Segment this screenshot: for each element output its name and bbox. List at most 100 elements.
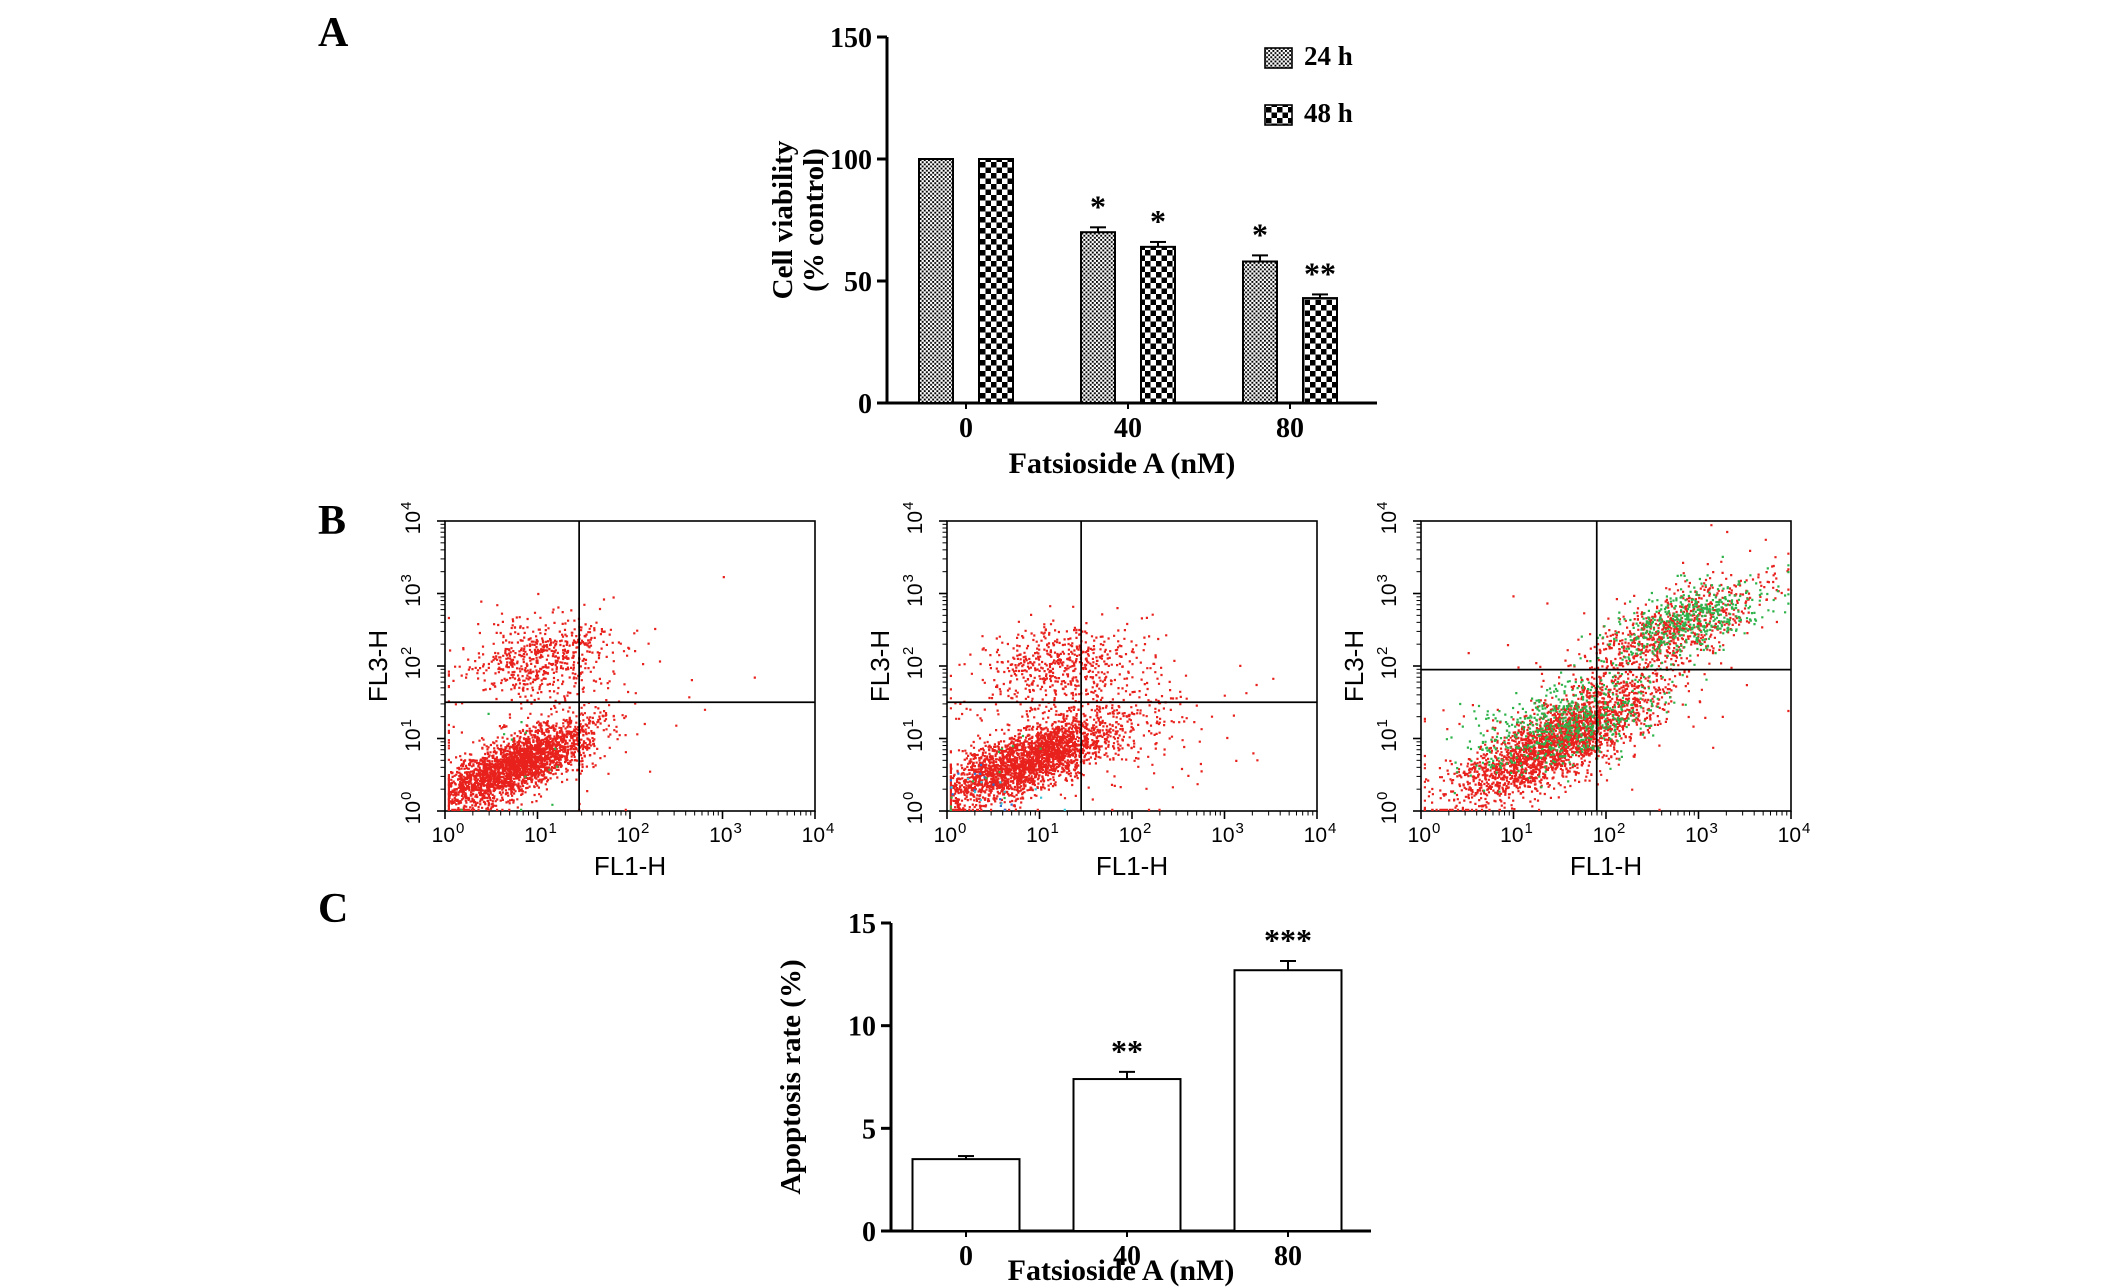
cluster-upper-cloud	[949, 605, 1188, 731]
quadrant-gate-lines	[1421, 521, 1791, 811]
y-tick-label: 0	[858, 389, 872, 420]
significance-asterisk: *	[1252, 216, 1268, 252]
log-tick-label: 102	[398, 647, 425, 680]
bars: *****	[911, 922, 1343, 1233]
panel-label-a: A	[318, 10, 349, 56]
log-tick-label: 104	[802, 820, 835, 847]
y-axis-title: FL3-H	[1339, 630, 1369, 702]
x-axis-title: FL1-H	[1096, 851, 1168, 881]
y-tick-label: 10	[848, 1012, 876, 1043]
significance-asterisk: *	[1090, 188, 1106, 224]
log-tick-label: 103	[1685, 820, 1718, 847]
log-tick-label: 101	[1374, 719, 1401, 752]
bar	[911, 1158, 1021, 1232]
x-axis-title: Fatsioside A (nM)	[1009, 447, 1236, 480]
bar	[1140, 245, 1176, 404]
y-tick-label: 5	[862, 1114, 876, 1145]
quadrant-gate-lines	[445, 521, 815, 811]
log-tick-label: 102	[900, 647, 927, 680]
bar	[1242, 260, 1278, 404]
scatter-points	[1423, 524, 1790, 811]
log-tick-label: 100	[934, 820, 967, 847]
significance-asterisk: **	[1111, 1033, 1143, 1069]
log-tick-label: 104	[1304, 820, 1337, 847]
y-axis-title: Cell viability(% control)	[767, 140, 830, 299]
legend-swatch	[1264, 104, 1293, 126]
quadrant-gate-lines	[947, 521, 1317, 811]
log-tick-label: 102	[1374, 647, 1401, 680]
bar	[978, 158, 1014, 404]
y-tick-label: 100	[830, 145, 872, 176]
axes: 0 50 100 150 Cell viability(% control) 0 40 80 F…	[767, 23, 1377, 480]
cluster-upper-right-green	[1579, 555, 1790, 675]
log-tick-label: 100	[432, 820, 465, 847]
log-tick-label: 100	[1374, 792, 1401, 825]
log-tick-label: 103	[1211, 820, 1244, 847]
x-axis-title: FL1-H	[594, 851, 666, 881]
y-axis-title: FL3-H	[865, 630, 895, 702]
y-tick-label: 0	[862, 1217, 876, 1248]
flow-cytometry-plot-40nM: 100 100 101 101 102 102 103 103 104 104 FL1-H FL3-H	[865, 502, 1336, 881]
significance-asterisk: ***	[1264, 922, 1312, 958]
x-tick-label: 80	[1274, 1241, 1302, 1272]
log-tick-label: 101	[524, 820, 557, 847]
legend-swatch	[1264, 47, 1293, 69]
x-tick-label: 40	[1113, 1241, 1141, 1272]
significance-asterisk: **	[1304, 255, 1336, 291]
x-tick-label: 0	[959, 1241, 973, 1272]
x-tick-label: 80	[1276, 413, 1304, 444]
legend-label: 24 h	[1304, 41, 1353, 71]
log-tick-label: 101	[1500, 820, 1533, 847]
y-tick-label: 50	[844, 267, 872, 298]
y-tick-label: 15	[848, 909, 876, 940]
cluster-live-main	[949, 678, 1182, 811]
legend: 24 h 48 h	[1264, 41, 1353, 128]
log-tick-label: 102	[617, 820, 650, 847]
log-tick-label: 103	[398, 574, 425, 607]
bar	[1302, 297, 1338, 404]
y-axis-title: Apoptosis rate (%)	[775, 959, 807, 1194]
panel-label-c: C	[318, 886, 349, 932]
log-tick-label: 101	[1026, 820, 1059, 847]
y-axis-title: FL3-H	[363, 630, 393, 702]
axes: 100 100 101 101 102 102 103 103 104 104 FL1-H FL3-H	[363, 502, 834, 881]
axes: 100 100 101 101 102 102 103 103 104 104 FL1-H FL3-H	[865, 502, 1336, 881]
log-tick-label: 102	[1593, 820, 1626, 847]
log-tick-label: 103	[1374, 574, 1401, 607]
flow-cytometry-plot-0nM: 100 100 101 101 102 102 103 103 104 104 FL1-H FL3-H	[363, 502, 834, 881]
cluster-live-main	[447, 680, 637, 811]
cluster-upper-right-red	[1535, 538, 1790, 711]
log-tick-label: 103	[709, 820, 742, 847]
log-tick-label: 100	[1408, 820, 1441, 847]
y-tick-label: 150	[830, 23, 872, 54]
significance-asterisk: *	[1150, 203, 1166, 239]
scatter-points	[447, 576, 756, 811]
bar	[1072, 1078, 1182, 1232]
bar	[918, 158, 954, 404]
log-tick-label: 102	[1119, 820, 1152, 847]
bar	[1080, 231, 1116, 404]
log-tick-label: 104	[1778, 820, 1811, 847]
log-tick-label: 100	[900, 792, 927, 825]
axes: 100 100 101 101 102 102 103 103 104 104 FL1-H FL3-H	[1339, 502, 1810, 881]
x-axis-title: Fatsioside A (nM)	[1008, 1254, 1235, 1287]
cell-viability-bar-chart: 0 50 100 150 Cell viability(% control) 0 40 80 F…	[767, 23, 1377, 480]
log-tick-label: 100	[398, 792, 425, 825]
x-tick-label: 40	[1114, 413, 1142, 444]
log-tick-label: 104	[1374, 502, 1401, 535]
apoptosis-rate-bar-chart: 0 5 10 15 Apoptosis rate (%) 0 40 80 Fatsioside …	[775, 909, 1371, 1287]
bar	[1233, 969, 1343, 1233]
log-tick-label: 103	[900, 574, 927, 607]
legend-label: 48 h	[1304, 98, 1353, 128]
scatter-points	[949, 605, 1275, 811]
log-tick-label: 101	[900, 719, 927, 752]
x-tick-label: 0	[959, 413, 973, 444]
bars: *****	[918, 158, 1338, 404]
log-tick-label: 104	[398, 502, 425, 535]
log-tick-label: 101	[398, 719, 425, 752]
x-axis-title: FL1-H	[1570, 851, 1642, 881]
panel-label-b: B	[318, 498, 347, 544]
log-tick-label: 104	[900, 502, 927, 535]
flow-cytometry-plot-80nM: 100 100 101 101 102 102 103 103 104 104 FL1-H FL3-H	[1339, 502, 1810, 881]
